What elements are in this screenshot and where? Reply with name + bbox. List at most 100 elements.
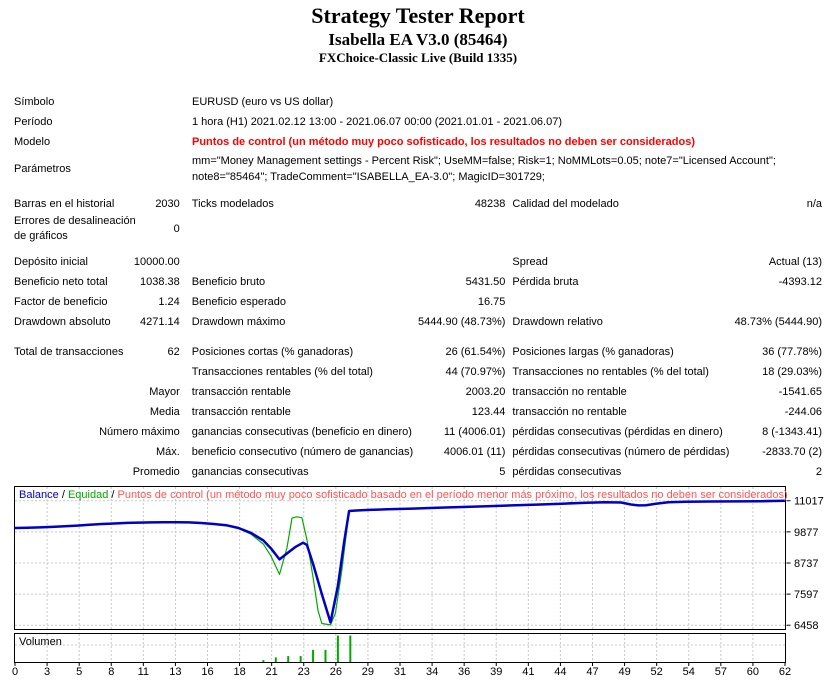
results-cell-label: Factor de beneficio [14, 296, 108, 308]
results-cell-label: transacción rentable [191, 386, 291, 398]
y-tick-label: 11017 [794, 496, 824, 508]
results-cell-label: Errores de desalineación de gráficos [14, 215, 136, 242]
results-cell: Número máximo [14, 422, 180, 442]
results-cell: transacción no rentable -1541.65 [512, 382, 822, 402]
results-cell [192, 252, 506, 272]
results-cell-label: transacción no rentable [512, 406, 627, 418]
x-tick-label: 36 [458, 666, 470, 678]
balance-line [14, 499, 786, 624]
settings-label: Período [14, 116, 53, 128]
results-cell-value: 18 (29.03%) [762, 366, 823, 378]
results-row: Drawdown absoluto 4271.14 Drawdown máximo 5… [14, 312, 822, 332]
results-row: Número máximo ganancias consecutivas (ben… [14, 422, 822, 442]
results-cell: Promedio [14, 462, 180, 482]
results-cell-label: Posiciones cortas (% ganadoras) [191, 346, 354, 358]
results-cell-label: Beneficio bruto [191, 276, 266, 288]
y-tick-label: 8737 [794, 558, 818, 570]
settings-row: Período 1 hora (H1) 2021.02.12 13:00 - 20… [14, 112, 822, 132]
legend-separator: / [108, 489, 118, 501]
results-cell-label: transacción no rentable [512, 386, 627, 398]
results-cell-label: pérdidas consecutivas [512, 466, 622, 478]
results-cell-value: 36 (77.78%) [762, 346, 823, 358]
results-cell-value: 0 [173, 222, 180, 235]
x-tick-label: 29 [362, 666, 374, 678]
results-cell-label: Depósito inicial [14, 256, 88, 268]
settings-value: 1 hora (H1) 2021.02.12 13:00 - 2021.06.0… [192, 116, 563, 128]
x-tick-label: 60 [747, 666, 759, 678]
settings-label: Símbolo [14, 96, 55, 108]
results-cell: transacción no rentable -244.06 [512, 402, 822, 422]
y-tick-label: 6458 [794, 620, 818, 632]
settings-table: Símbolo EURUSD (euro vs US dollar) Período… [14, 92, 822, 186]
results-cell-value: n/a [806, 198, 823, 210]
x-tick-label: 57 [715, 666, 727, 678]
legend-separator: / [58, 489, 68, 501]
x-tick-label: 31 [394, 666, 406, 678]
results-cell-value: -1541.65 [778, 386, 823, 398]
x-tick-label: 13 [169, 666, 181, 678]
results-cell: Drawdown máximo 5444.90 (48.73%) [192, 312, 506, 332]
results-cell-value: 123.44 [471, 406, 506, 418]
settings-value: mm="Money Management settings - Percent … [192, 155, 776, 183]
results-cell-value: 5444.90 (48.73%) [417, 316, 506, 328]
x-tick-label: 26 [330, 666, 342, 678]
results-row: Total de transacciones 62 Posiciones corta… [14, 342, 822, 362]
results-cell-label: Transacciones no rentables (% del total) [512, 366, 709, 378]
x-tick-label: 21 [266, 666, 278, 678]
results-cell-value: 8 (-1343.41) [762, 426, 823, 438]
x-tick-label: 54 [683, 666, 695, 678]
results-cell [512, 292, 822, 312]
results-cell: transacción rentable 123.44 [192, 402, 506, 422]
x-tick-label: 23 [298, 666, 310, 678]
x-tick-label: 18 [233, 666, 245, 678]
results-row: Factor de beneficio 1.24 Beneficio esperad… [14, 292, 822, 312]
results-cell-label: Transacciones rentables (% del total) [191, 366, 373, 378]
settings-value: EURUSD (euro vs US dollar) [192, 96, 334, 108]
results-row: Beneficio neto total 1038.38 Beneficio bru… [14, 272, 822, 292]
results-cell-value: 48.73% (5444.90) [734, 316, 823, 328]
results-row: Errores de desalineación de gráficos 0 [14, 214, 822, 244]
results-cell-value: 16.75 [477, 296, 506, 308]
results-cell: transacción rentable 2003.20 [192, 382, 506, 402]
results-cell-value: 4006.01 (11) [443, 446, 506, 458]
results-cell-label: Calidad del modelado [512, 198, 619, 210]
results-cell: Spread Actual (13) [512, 252, 822, 272]
results-cell: Drawdown absoluto 4271.14 [14, 312, 180, 332]
legend-model-warning: Puntos de control (un método muy poco so… [117, 489, 788, 501]
x-axis-labels: 0 3 5 8 11 13 16 18 21 23 26 29 31 34 36 39 41 44 47 49 52 54… [12, 666, 791, 678]
results-cell-label: Barras en el historial [14, 198, 115, 210]
results-cell-label: pérdidas consecutivas (pérdidas en diner… [512, 426, 723, 438]
volume-pane-label: Volumen [19, 636, 62, 648]
results-cell: Posiciones cortas (% ganadoras) 26 (61.54… [192, 342, 506, 362]
axis-ticks [14, 500, 791, 666]
results-cell-label: Ticks modelados [191, 198, 274, 210]
results-cell-label: Beneficio neto total [14, 276, 108, 288]
x-tick-label: 62 [779, 666, 791, 678]
results-cell-label: Total de transacciones [14, 346, 124, 358]
results-cell: Transacciones no rentables (% del total)… [512, 362, 822, 382]
results-cell: pérdidas consecutivas (número de pérdida… [512, 442, 822, 462]
chart-legend: Balance / Equidad / Puntos de control (u… [19, 489, 788, 501]
results-cell-label: Beneficio esperado [191, 296, 286, 308]
x-tick-label: 8 [108, 666, 114, 678]
balance-chart: Balance / Equidad / Puntos de control (u… [12, 486, 836, 678]
x-tick-label: 39 [490, 666, 502, 678]
results-cell: Media [14, 402, 180, 422]
results-cell: Drawdown relativo 48.73% (5444.90) [512, 312, 822, 332]
results-cell-value: Mayor [149, 386, 180, 398]
results-cell-value: 62 [167, 346, 180, 358]
x-tick-label: 49 [618, 666, 630, 678]
legend-equity: Equidad [67, 489, 109, 501]
results-cell-value: -4393.12 [778, 276, 823, 288]
results-cell-value: 44 (70.97%) [445, 366, 506, 378]
results-cell: beneficio consecutivo (número de gananci… [192, 442, 506, 462]
results-cell: Beneficio esperado 16.75 [192, 292, 506, 312]
results-cell-label: Drawdown absoluto [14, 316, 111, 328]
results-cell-value: 5431.50 [465, 276, 506, 288]
settings-row: Modelo Puntos de control (un método muy p… [14, 132, 822, 152]
results-cell-label: Drawdown relativo [512, 316, 603, 328]
y-axis-labels: 11017 9877 8737 7597 6458 [794, 496, 824, 632]
legend-balance: Balance [19, 489, 59, 501]
results-cell: Factor de beneficio 1.24 [14, 292, 180, 312]
